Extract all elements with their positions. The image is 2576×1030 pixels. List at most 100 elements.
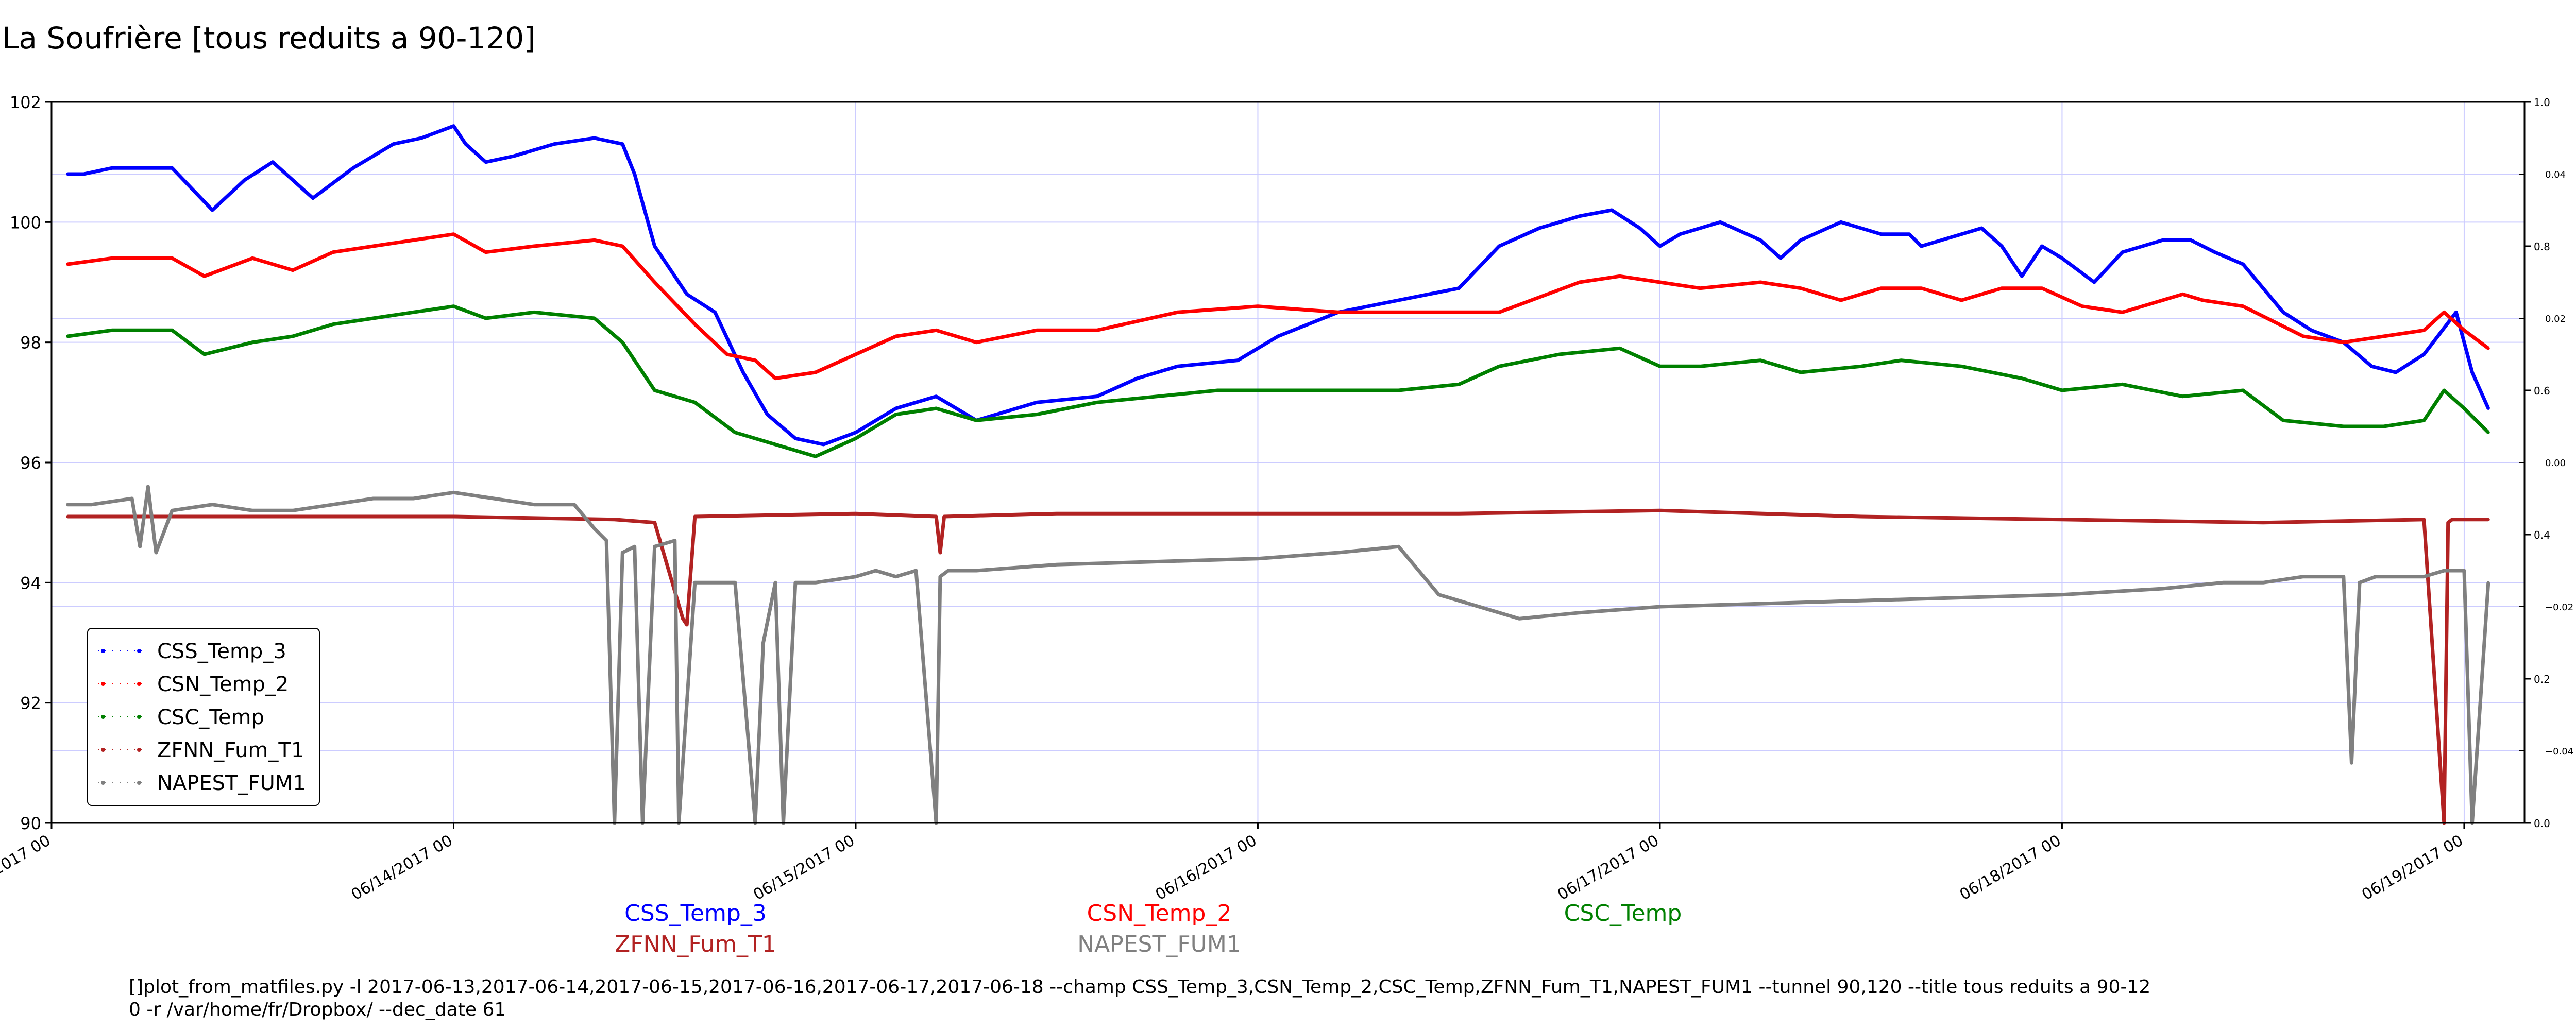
data-point [371, 317, 375, 320]
data-point [1940, 238, 1943, 242]
data-point [2370, 365, 2374, 368]
data-point [146, 485, 150, 488]
data-point [938, 551, 942, 554]
legend: CSS_Temp_3 CSN_Temp_2 CSC_Temp ZFNN_Fum_T1 N… [87, 628, 320, 806]
data-point [1537, 227, 1541, 230]
data-point [2442, 311, 2446, 314]
data-point [935, 407, 938, 410]
data-point [1256, 304, 1260, 308]
data-point [2446, 521, 2450, 524]
data-point [1799, 371, 1803, 374]
data-point [532, 311, 536, 314]
data-point [2000, 245, 2004, 248]
data-point [1136, 376, 1139, 380]
data-point [392, 142, 395, 146]
series-line-NAPEST_FUM1 [67, 485, 2490, 825]
data-point [854, 437, 857, 440]
data-point [1799, 286, 1803, 290]
data-point [420, 136, 423, 140]
data-point [2442, 389, 2446, 392]
data-point [725, 353, 729, 356]
data-point [2382, 425, 2385, 428]
data-point [2189, 238, 2193, 242]
data-point [2161, 238, 2164, 242]
data-point [452, 515, 455, 518]
data-point [532, 245, 536, 248]
data-point [2462, 329, 2466, 332]
x-axis-ticks: 06/13/2017 00 06/14/2017 00 06/15/2017 00 0… [0, 823, 2466, 904]
x-tick-label: 06/17/2017 00 [1554, 832, 1662, 904]
data-point [2121, 311, 2124, 314]
right-axis-ticks: 0.0 0.2 0.4 0.6 0.8 1.0 −0.04 −0.02 0.00 0.02 0.04 [2519, 96, 2573, 830]
data-point [733, 581, 737, 585]
data-point [1900, 358, 1903, 362]
data-point [412, 497, 415, 500]
data-point [1035, 401, 1039, 404]
data-point [1397, 545, 1400, 548]
data-point [2060, 389, 2064, 392]
y-tick-label: 90 [20, 814, 41, 833]
data-point [1397, 389, 1400, 392]
command-line-2: 0 -r /var/home/fr/Dropbox/ --dec_date 61 [129, 999, 506, 1020]
data-point [938, 575, 942, 578]
data-point [2486, 518, 2490, 521]
data-point [741, 371, 745, 374]
data-point [1779, 256, 1783, 260]
right-tick-label: 0.0 [2534, 817, 2550, 830]
x-tick-label: 06/18/2017 00 [1957, 832, 2064, 904]
data-point [1417, 569, 1420, 572]
data-point [753, 358, 757, 362]
data-point [592, 527, 596, 530]
data-point [621, 245, 624, 248]
data-point [1095, 401, 1099, 404]
data-point [66, 263, 70, 266]
data-point [653, 521, 656, 524]
data-point [1055, 563, 1059, 566]
data-point [685, 293, 689, 296]
data-point [484, 317, 487, 320]
data-point [66, 515, 70, 518]
data-point [2281, 311, 2285, 314]
data-point [935, 515, 938, 518]
data-point [592, 136, 596, 140]
x-tick-label: 06/15/2017 00 [750, 832, 858, 904]
data-point [1960, 365, 1963, 368]
data-point [171, 509, 174, 512]
data-point [2394, 371, 2398, 374]
data-point [854, 431, 857, 434]
data-point [2181, 293, 2184, 296]
data-point [1457, 512, 1461, 516]
data-point [1618, 274, 1621, 278]
data-point [2486, 431, 2490, 434]
legend-marker [137, 781, 141, 785]
data-point [1618, 347, 1621, 350]
data-point [1336, 311, 1340, 314]
legend-marker [101, 748, 105, 752]
data-point [693, 515, 697, 518]
data-point [693, 401, 697, 404]
y-tick-label: 94 [20, 573, 41, 593]
y-tick-label: 92 [20, 694, 41, 713]
data-point [2301, 335, 2305, 338]
data-point [2470, 371, 2474, 374]
series-label-zfnn: ZFNN_Fum_T1 [615, 931, 776, 957]
data-point [733, 431, 737, 434]
data-point [2261, 521, 2265, 524]
data-point [130, 497, 134, 500]
legend-marker [137, 715, 141, 719]
data-point [854, 512, 857, 516]
data-point [2241, 389, 2245, 392]
data-point [552, 142, 556, 146]
data-point [1658, 509, 1662, 512]
data-point [1960, 299, 1963, 302]
legend-marker [101, 781, 105, 785]
legend-label: CSN_Temp_2 [157, 673, 289, 696]
data-point [1336, 389, 1340, 392]
data-point [2422, 575, 2426, 578]
data-point [1497, 245, 1501, 248]
data-point [412, 238, 415, 242]
data-point [138, 545, 142, 548]
right-tick-label: 0.6 [2534, 385, 2550, 397]
data-point [82, 173, 86, 176]
right-tick-label: 1.0 [2534, 96, 2550, 109]
